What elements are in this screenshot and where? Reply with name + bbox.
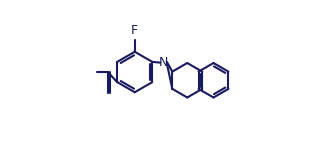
Text: N: N — [159, 56, 168, 69]
Text: F: F — [131, 24, 138, 38]
